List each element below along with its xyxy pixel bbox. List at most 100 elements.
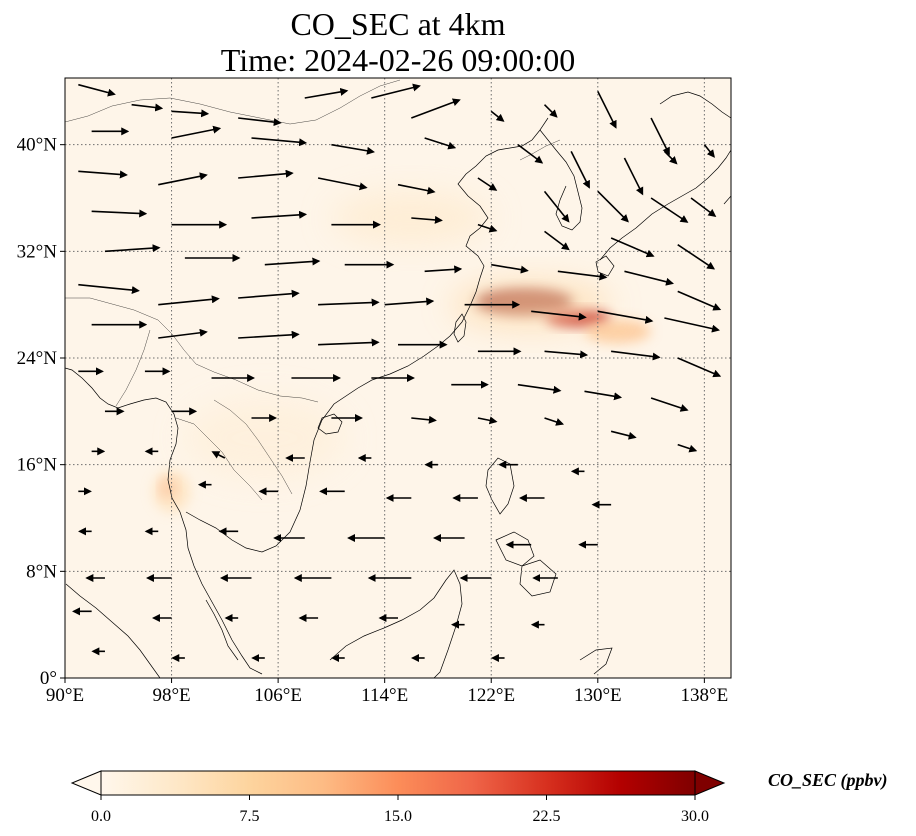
wind-arrow	[331, 143, 375, 155]
wind-arrow	[238, 289, 300, 299]
wind-arrow	[411, 98, 461, 119]
wind-arrow	[411, 415, 437, 424]
colorbar-extend-high	[694, 770, 726, 796]
colorbar-tick-label: 22.5	[533, 808, 561, 825]
co-plume	[184, 398, 345, 478]
wind-arrow	[78, 170, 128, 179]
coastline-sulawesi	[579, 647, 613, 675]
x-tick-label: 98°E	[152, 685, 190, 706]
wind-arrow	[491, 263, 529, 274]
wind-arrow	[490, 110, 505, 122]
border-china-mongolia	[65, 79, 401, 125]
x-tick-label: 114°E	[361, 685, 408, 706]
wind-arrow	[517, 144, 544, 164]
co-plume	[451, 280, 612, 329]
wind-arrow	[238, 117, 282, 127]
coastline-sakhalin	[723, 195, 731, 205]
x-tick-label: 106°E	[254, 685, 302, 706]
wind-arrow	[317, 177, 368, 191]
wind-arrow	[597, 310, 654, 324]
wind-arrow	[544, 230, 570, 251]
wind-arrow	[690, 197, 717, 217]
wind-arrow	[318, 298, 380, 307]
wind-arrow	[78, 283, 140, 295]
wind-arrow	[477, 416, 498, 425]
coastline-korea	[539, 129, 583, 231]
border-china-south	[65, 297, 319, 403]
country-borders	[65, 79, 561, 501]
wind-arrow	[677, 290, 722, 311]
wind-arrow	[610, 430, 637, 440]
coastline-japan	[599, 149, 731, 261]
colorbar-tick-label: 0.0	[91, 808, 111, 825]
wind-arrow	[477, 223, 498, 233]
coastline-taiwan	[453, 313, 467, 343]
wind-arrow	[664, 317, 720, 333]
map-frame	[64, 77, 732, 679]
y-tick-label: 24°N	[17, 348, 58, 369]
wind-arrow	[543, 104, 558, 118]
y-tick-label: 16°N	[17, 455, 58, 476]
wind-arrow	[171, 109, 210, 118]
wind-arrow	[397, 183, 436, 195]
x-axis-ticks: 90°E 98°E 106°E 114°E 122°E 130°E 138°E	[46, 678, 728, 706]
x-tick-label: 90°E	[46, 685, 84, 706]
wind-arrow	[158, 328, 208, 339]
colorbar-tick-label: 15.0	[384, 808, 412, 825]
wind-arrow	[251, 137, 308, 147]
wind-arrow	[517, 383, 562, 394]
wind-arrow	[584, 390, 623, 401]
coastline-japan-north	[659, 91, 731, 119]
wind-arrow	[677, 443, 698, 453]
colorbar-ticks: 0.0 7.5 15.0 22.5 30.0	[91, 795, 709, 825]
wind-arrow	[171, 125, 222, 139]
wind-arrow	[557, 270, 608, 281]
wind-arrow	[611, 350, 661, 361]
wind-arrow	[384, 297, 435, 306]
wind-arrow	[703, 144, 715, 158]
wind-arrow	[304, 87, 349, 99]
y-tick-label: 32°N	[17, 241, 58, 262]
co-plume	[584, 319, 652, 344]
coastlines	[65, 91, 731, 678]
wind-arrow	[158, 295, 220, 306]
wind-arrow	[104, 244, 161, 253]
wind-arrow	[677, 244, 716, 270]
wind-arrow	[663, 150, 678, 165]
wind-arrow	[544, 350, 589, 359]
wind-arrow	[544, 417, 565, 426]
map-time: Time: 2024-02-26 09:00:00	[220, 42, 576, 78]
y-axis-ticks: 0° 8°N 16°N 24°N 32°N 40°N	[17, 135, 65, 689]
wind-arrow	[477, 177, 498, 191]
map-title: CO_SEC at 4km	[290, 6, 506, 42]
x-tick-label: 138°E	[681, 685, 729, 706]
wind-arrow	[677, 357, 722, 378]
coastline-hainan	[317, 413, 343, 435]
wind-arrow	[158, 172, 208, 186]
wind-arrow	[211, 451, 226, 459]
wind-arrow	[318, 338, 380, 347]
wind-arrow	[91, 209, 148, 218]
border-myanmar-india	[115, 329, 151, 407]
y-tick-label: 8°N	[26, 561, 57, 582]
colorbar-extend-low	[70, 770, 102, 796]
border-laos-vietnam	[213, 399, 293, 495]
wind-arrow	[131, 103, 164, 112]
wind-arrow	[264, 257, 321, 266]
colorbar-gradient	[100, 770, 696, 796]
x-tick-label: 130°E	[574, 685, 622, 706]
wind-arrow	[570, 150, 590, 189]
colorbar-label: CO_SEC (ppbv)	[768, 770, 888, 790]
coastline-indochina	[185, 117, 549, 553]
wind-arrow	[251, 210, 308, 219]
wind-arrow	[610, 237, 655, 258]
coastline-borneo	[329, 569, 463, 678]
border-thailand	[175, 417, 263, 501]
border-korea-china	[519, 139, 561, 161]
colorbar-tick-label: 30.0	[681, 808, 709, 825]
wind-arrow	[424, 265, 463, 274]
wind-arrow	[238, 330, 300, 339]
wind-arrow	[650, 117, 670, 156]
wind-arrow	[650, 197, 689, 223]
